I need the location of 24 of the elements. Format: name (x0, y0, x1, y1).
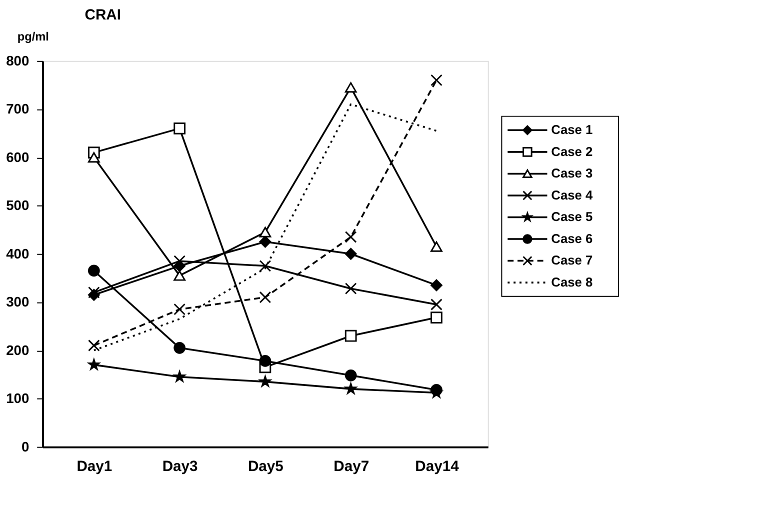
legend-label: Case 2 (551, 144, 593, 159)
y-tick-label: 200 (6, 342, 30, 358)
y-tick-label: 800 (6, 52, 30, 68)
legend-label: Case 3 (551, 166, 593, 181)
legend-label: Case 1 (551, 122, 593, 138)
y-axis-title: pg/ml (17, 30, 49, 44)
chart-title: CRAI (84, 7, 121, 24)
x-tick-label: Day7 (334, 459, 370, 476)
legend-label: Case 6 (551, 230, 593, 246)
y-tick-label: 100 (6, 390, 30, 406)
y-tick-label: 0 (21, 438, 30, 454)
y-tick-label: 700 (6, 100, 30, 117)
y-tick-label: 400 (6, 245, 30, 262)
y-tick-label: 500 (6, 197, 30, 214)
x-tick-label: Day5 (248, 459, 284, 476)
legend-label: Case 8 (551, 274, 593, 290)
legend-label: Case 5 (551, 209, 593, 224)
legend-label: Case 4 (551, 187, 594, 202)
y-tick-label: 600 (6, 148, 30, 165)
legend-label: Case 7 (551, 252, 593, 268)
x-tick-label: Day1 (76, 459, 112, 476)
x-tick-label: Day14 (415, 459, 460, 476)
y-tick-label: 300 (6, 294, 30, 310)
x-tick-label: Day3 (162, 459, 198, 476)
